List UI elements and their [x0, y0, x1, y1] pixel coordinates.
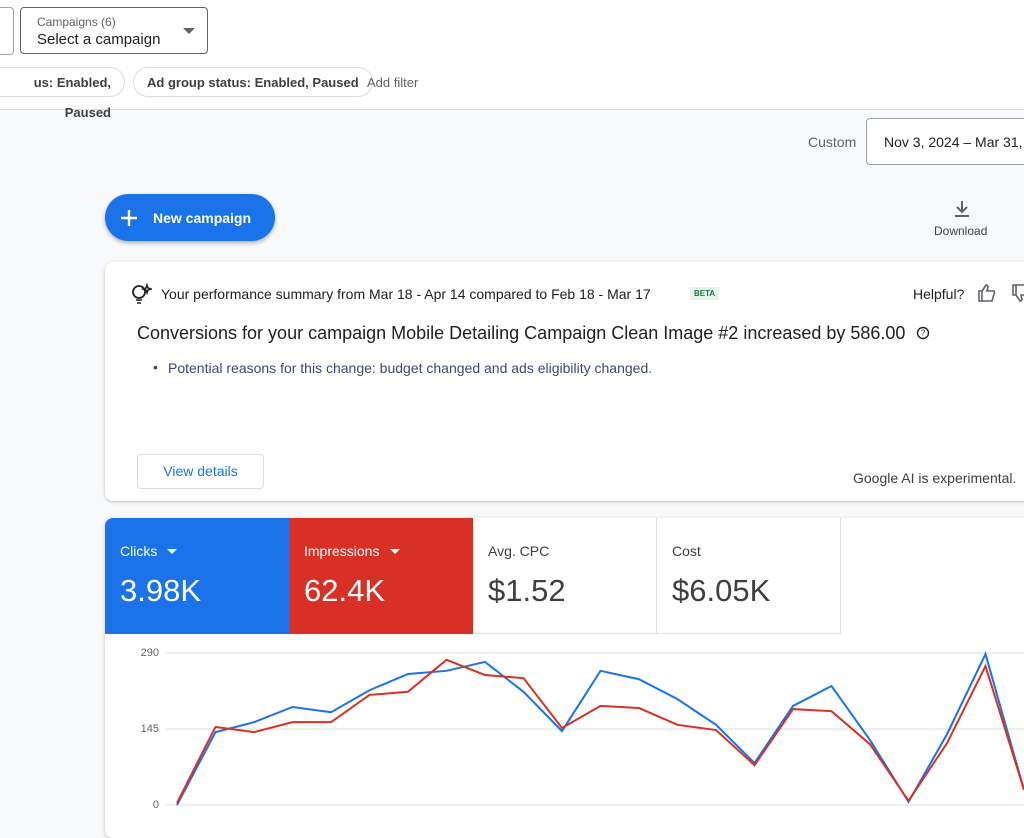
series-line — [176, 651, 1024, 806]
download-icon[interactable] — [953, 200, 971, 218]
left-box[interactable] — [0, 7, 14, 55]
helpful-label: Helpful? — [913, 286, 965, 302]
filter-chip[interactable]: Ad group status: Enabled, Paused — [133, 67, 373, 97]
metric-tile[interactable]: Avg. CPC $1.52 — [473, 518, 657, 634]
download-label[interactable]: Download — [934, 224, 988, 238]
caret — [390, 549, 400, 554]
beta-badge: BETA — [690, 287, 720, 300]
summary-intro: Your performance summary from Mar 18 - A… — [161, 286, 651, 302]
thumb-down[interactable] — [1011, 283, 1024, 303]
page: Campaigns (6) Select a campaign us: Enab… — [0, 7, 1024, 811]
series-line — [176, 658, 1024, 804]
filter-chip[interactable]: us: Enabled, Paused — [0, 67, 125, 120]
metric-tile[interactable]: Impressions 62.4K — [289, 518, 473, 634]
date-range[interactable]: Nov 3, 2024 – Mar 31, — [866, 118, 1024, 165]
picker-label: Campaigns (6) — [37, 15, 116, 29]
y-tick-label: 0 — [153, 799, 159, 811]
metric-value: $6.05K — [672, 573, 771, 608]
metric-value: 3.98K — [120, 573, 202, 608]
caret — [167, 549, 177, 554]
view-details-button[interactable]: View details — [137, 454, 264, 489]
plus-icon — [121, 210, 137, 226]
metric-label: Cost — [672, 543, 701, 559]
metrics-card: Clicks 3.98K Impressions 62.4K Avg. CPC … — [105, 518, 1024, 838]
bullet: • — [153, 359, 158, 375]
help-icon[interactable]: ? — [916, 326, 930, 340]
chart: 0 145 290 — [141, 647, 1024, 811]
add-filter[interactable]: Add filter — [367, 75, 419, 90]
picker-value: Select a campaign — [37, 31, 161, 48]
caret — [183, 28, 195, 34]
new-campaign-button[interactable]: New campaign — [105, 194, 275, 241]
bulb-icon — [132, 283, 152, 304]
svg-text:?: ? — [921, 329, 926, 338]
metric-value: $1.52 — [488, 573, 566, 608]
metric-label: Avg. CPC — [488, 543, 550, 559]
new-campaign-label: New campaign — [153, 210, 252, 226]
y-tick-label: 145 — [141, 723, 159, 735]
metric-label: Impressions — [304, 543, 380, 559]
date-mode: Custom — [808, 134, 857, 150]
thumb-up[interactable] — [977, 283, 997, 303]
metric-label: Clicks — [120, 543, 158, 559]
summary-headline: Conversions for your campaign Mobile Det… — [137, 323, 906, 343]
summary-reason: Potential reasons for this change: budge… — [168, 360, 653, 376]
metric-value: 62.4K — [304, 573, 386, 608]
campaign-picker[interactable]: Campaigns (6) Select a campaign — [20, 7, 208, 54]
ai-disclaimer: Google AI is experimental. — [853, 470, 1017, 486]
metric-tile[interactable]: Clicks 3.98K — [105, 518, 289, 634]
metric-tile[interactable]: Cost $6.05K — [657, 518, 841, 634]
summary-card: Your performance summary from Mar 18 - A… — [105, 262, 1024, 501]
y-tick-label: 290 — [141, 647, 159, 659]
